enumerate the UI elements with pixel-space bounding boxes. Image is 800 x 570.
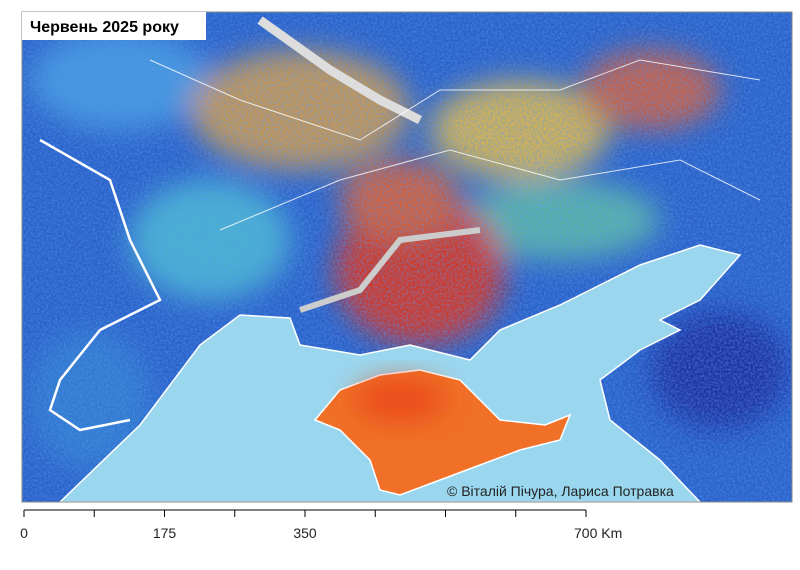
credit: © Віталій Пічура, Лариса Потравка	[447, 483, 674, 499]
map-title: Червень 2025 року	[30, 19, 179, 36]
map-image	[22, 12, 792, 502]
scale-label: 350	[293, 525, 317, 541]
scale-bar: 0 175 350 700 Km	[20, 509, 622, 541]
scale-label: 175	[153, 525, 177, 541]
scale-label: 700 Km	[574, 525, 622, 541]
title-box	[22, 12, 206, 40]
scale-label: 0	[20, 525, 28, 541]
